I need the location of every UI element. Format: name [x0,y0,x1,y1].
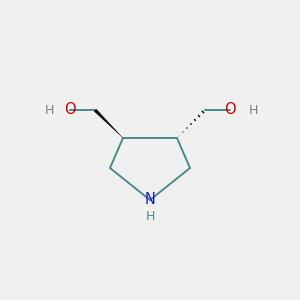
Text: H: H [145,209,155,223]
Text: O: O [224,103,236,118]
Text: N: N [145,193,155,208]
Text: O: O [64,103,76,118]
Text: H: H [45,103,54,116]
Text: H: H [249,103,258,116]
Polygon shape [94,109,123,138]
